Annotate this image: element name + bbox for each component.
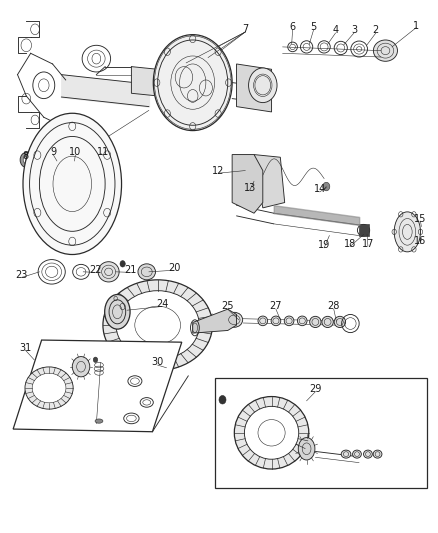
Polygon shape	[254, 155, 285, 208]
Ellipse shape	[298, 438, 315, 460]
Polygon shape	[13, 340, 182, 432]
Text: 17: 17	[362, 239, 374, 248]
Text: 10: 10	[69, 148, 81, 157]
Text: 8: 8	[22, 151, 28, 160]
Text: 19: 19	[318, 240, 330, 250]
Polygon shape	[131, 67, 158, 96]
Ellipse shape	[72, 357, 90, 377]
Text: 29: 29	[309, 384, 321, 394]
Text: 7: 7	[242, 25, 248, 34]
Text: 4: 4	[332, 26, 339, 35]
Ellipse shape	[153, 35, 232, 131]
Text: 11: 11	[97, 148, 109, 157]
Text: 23: 23	[15, 270, 27, 280]
Ellipse shape	[98, 262, 119, 282]
Ellipse shape	[23, 114, 122, 255]
Ellipse shape	[353, 450, 361, 458]
Text: 16: 16	[414, 236, 427, 246]
Text: 24: 24	[156, 299, 168, 309]
Text: 22: 22	[89, 265, 102, 274]
Text: 15: 15	[414, 214, 427, 223]
Ellipse shape	[373, 450, 382, 458]
Circle shape	[120, 261, 125, 267]
Text: 31: 31	[19, 343, 32, 352]
Polygon shape	[237, 64, 272, 112]
Ellipse shape	[284, 316, 294, 326]
Ellipse shape	[310, 316, 321, 327]
Ellipse shape	[341, 450, 351, 458]
Text: 28: 28	[328, 302, 340, 311]
Text: 21: 21	[124, 265, 137, 274]
Text: 3: 3	[351, 26, 357, 35]
Circle shape	[20, 152, 32, 167]
Polygon shape	[232, 155, 263, 213]
Ellipse shape	[322, 316, 333, 327]
Ellipse shape	[105, 294, 130, 329]
Ellipse shape	[297, 316, 307, 326]
Text: 12: 12	[212, 166, 224, 175]
Ellipse shape	[373, 40, 398, 61]
Text: 9: 9	[50, 148, 57, 157]
Text: 6: 6	[290, 22, 296, 31]
Polygon shape	[193, 309, 237, 333]
Ellipse shape	[244, 406, 299, 459]
Ellipse shape	[95, 419, 103, 423]
Text: 2: 2	[373, 26, 379, 35]
Ellipse shape	[103, 280, 212, 370]
Ellipse shape	[138, 264, 155, 280]
Circle shape	[323, 182, 330, 191]
Circle shape	[219, 395, 226, 404]
Text: 14: 14	[314, 184, 326, 194]
Circle shape	[23, 156, 29, 164]
Text: 25: 25	[222, 302, 234, 311]
Ellipse shape	[234, 397, 309, 469]
Text: 18: 18	[344, 239, 357, 248]
Bar	[215, 378, 427, 488]
Text: 27: 27	[270, 302, 282, 311]
Text: 5: 5	[311, 22, 317, 31]
Text: 1: 1	[413, 21, 419, 30]
Ellipse shape	[394, 212, 420, 252]
Ellipse shape	[25, 367, 73, 409]
Text: 13: 13	[244, 183, 256, 192]
Text: 30: 30	[152, 358, 164, 367]
Circle shape	[93, 357, 98, 362]
Text: 20: 20	[168, 263, 180, 272]
Ellipse shape	[258, 316, 268, 326]
Ellipse shape	[271, 316, 281, 326]
Bar	[359, 224, 369, 236]
Ellipse shape	[32, 373, 66, 403]
Ellipse shape	[116, 290, 199, 360]
Ellipse shape	[364, 450, 372, 458]
Ellipse shape	[334, 316, 346, 327]
Ellipse shape	[226, 312, 243, 327]
Ellipse shape	[249, 68, 277, 102]
